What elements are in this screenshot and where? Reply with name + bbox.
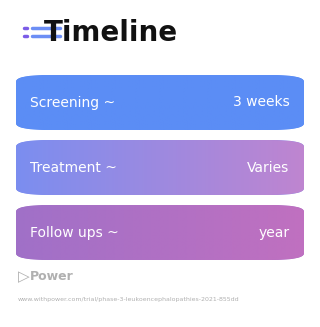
FancyBboxPatch shape bbox=[16, 140, 304, 195]
Text: Follow ups ~: Follow ups ~ bbox=[30, 226, 119, 239]
Text: www.withpower.com/trial/phase-3-leukoencephalopathies-2021-855dd: www.withpower.com/trial/phase-3-leukoenc… bbox=[18, 297, 240, 301]
FancyBboxPatch shape bbox=[16, 75, 304, 130]
Text: Treatment ~: Treatment ~ bbox=[30, 161, 117, 175]
Text: Screening ~: Screening ~ bbox=[30, 95, 116, 110]
FancyBboxPatch shape bbox=[16, 75, 304, 130]
Text: year: year bbox=[259, 226, 290, 239]
FancyBboxPatch shape bbox=[16, 205, 304, 260]
FancyBboxPatch shape bbox=[16, 205, 304, 260]
Text: ▷: ▷ bbox=[18, 269, 30, 284]
Text: Timeline: Timeline bbox=[44, 19, 178, 47]
Text: Power: Power bbox=[30, 270, 74, 284]
Text: Varies: Varies bbox=[247, 161, 290, 175]
Text: 3 weeks: 3 weeks bbox=[233, 95, 290, 110]
FancyBboxPatch shape bbox=[16, 140, 304, 195]
